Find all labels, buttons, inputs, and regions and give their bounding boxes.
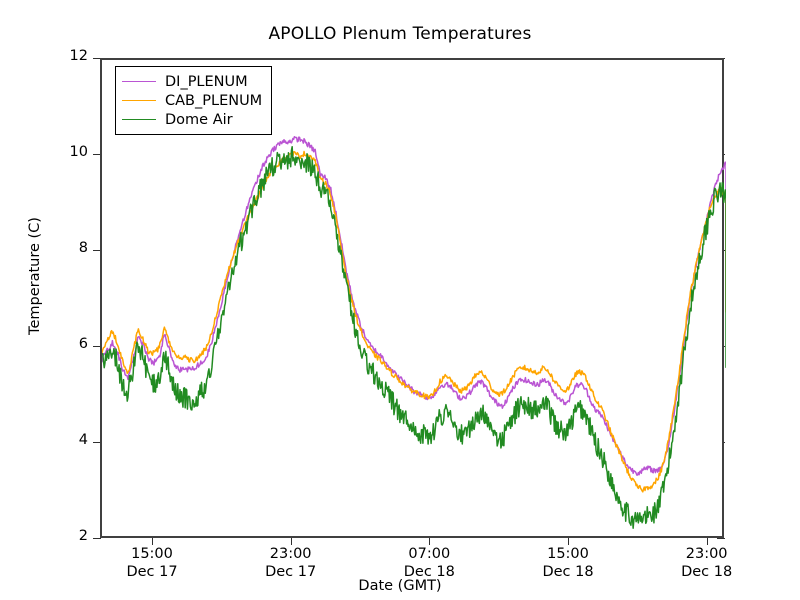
legend-label: Dome Air [165, 111, 233, 128]
y-tick-label: 4 [78, 432, 88, 448]
y-tick-label: 8 [78, 240, 88, 256]
series-line-dome-air [102, 145, 726, 529]
x-tick-time: 23:00 [269, 546, 312, 562]
y-tick-label: 6 [78, 336, 88, 352]
x-tick-mark [706, 538, 708, 545]
legend-swatch-icon [122, 119, 156, 120]
y-tick-mark [93, 154, 101, 155]
series-line-di-plenum [102, 135, 726, 476]
y-tick-mark [93, 346, 101, 347]
y-tick-mark [93, 538, 101, 539]
y-tick-mark [93, 250, 101, 251]
legend-swatch-icon [122, 100, 156, 101]
x-tick-mark [429, 538, 431, 545]
series-line-cab-plenum [102, 150, 726, 493]
legend-item-dome-air: Dome Air [122, 110, 262, 129]
x-axis-label: Date (GMT) [358, 578, 442, 594]
legend-item-di-plenum: DI_PLENUM [122, 72, 262, 91]
legend-label: CAB_PLENUM [165, 92, 263, 109]
x-tick-mark [152, 538, 153, 545]
x-tick-time: 15:00 [131, 546, 173, 562]
x-tick-mark [290, 538, 292, 545]
legend-item-cab-plenum: CAB_PLENUM [122, 91, 262, 110]
legend-swatch-icon [122, 81, 156, 82]
x-tick-label: 07:00 Dec 18 [374, 546, 484, 581]
legend-label: DI_PLENUM [165, 73, 248, 90]
y-tick-label: 2 [78, 528, 88, 544]
x-tick-date: Dec 18 [542, 563, 594, 580]
x-tick-date: Dec 17 [126, 563, 178, 580]
y-tick-label: 12 [69, 48, 88, 64]
x-tick-mark [568, 538, 569, 545]
y-axis-label: Temperature (C) [27, 217, 43, 335]
y-tick-mark [93, 58, 101, 59]
y-tick-label: 10 [69, 144, 88, 160]
x-tick-time: 15:00 [547, 546, 589, 562]
x-tick-time: 07:00 [408, 546, 451, 562]
plot-area [100, 58, 726, 538]
chart-title: APOLLO Plenum Temperatures [268, 24, 532, 44]
x-tick-date: Dec 18 [681, 563, 733, 580]
x-tick-date: Dec 17 [265, 563, 317, 580]
x-tick-time: 23:00 [685, 546, 728, 562]
x-tick-label: 15:00 Dec 18 [513, 546, 623, 581]
x-tick-label: 15:00 Dec 17 [97, 546, 207, 581]
x-tick-label: 23:00 Dec 18 [652, 546, 762, 581]
y-tick-mark-right [717, 538, 725, 539]
legend: DI_PLENUM CAB_PLENUM Dome Air [115, 66, 273, 135]
series-canvas [102, 135, 726, 529]
x-tick-label: 23:00 Dec 17 [236, 546, 346, 581]
x-tick-date: Dec 18 [403, 563, 455, 580]
y-tick-mark [93, 442, 101, 443]
